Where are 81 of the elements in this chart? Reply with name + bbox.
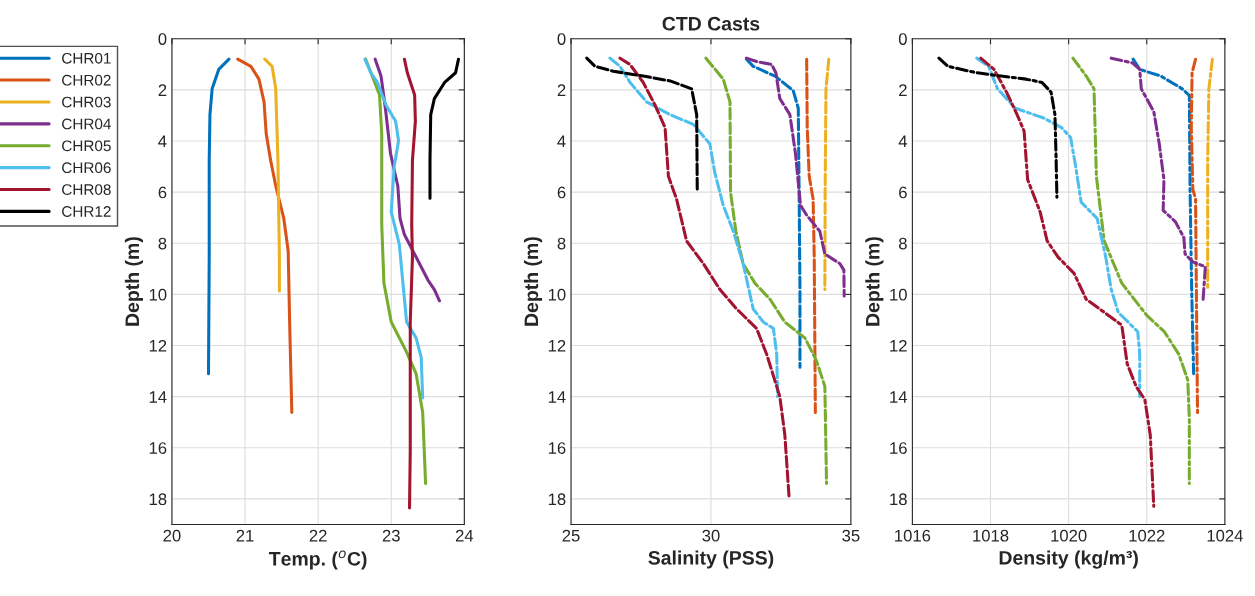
y-tick-label: 12	[149, 339, 167, 352]
y-tick-label: 14	[149, 391, 167, 403]
line-series	[428, 57, 461, 200]
x-tick-label: 35	[842, 529, 860, 542]
chart-title: CTD Casts	[662, 16, 760, 31]
y-tick-label: 0	[898, 33, 907, 45]
y-tick-label: 16	[149, 442, 167, 454]
line-series	[1189, 57, 1200, 415]
y-tick-label: 14	[548, 391, 566, 403]
line-series	[608, 56, 780, 398]
line-series	[585, 56, 699, 191]
legend-label: CHR12	[62, 206, 111, 217]
legend-label: CHR04	[62, 118, 111, 130]
y-tick-label: 4	[898, 135, 908, 148]
x-tick-label: 25	[562, 529, 580, 542]
y-tick-label: 18	[890, 493, 907, 506]
line-series	[363, 57, 425, 400]
x-tick-label: 30	[702, 529, 720, 542]
y-axis-title: Depth (m)	[865, 237, 884, 326]
y-tick-label: 2	[899, 84, 907, 96]
line-series	[1071, 56, 1191, 486]
x-tick-label: 24	[455, 529, 474, 542]
y-tick-label: 6	[158, 186, 167, 199]
line-series	[805, 57, 817, 415]
y-tick-label: 18	[149, 493, 167, 506]
x-tick-label: 1020	[1051, 529, 1087, 542]
line-series	[1109, 56, 1207, 303]
line-series	[263, 57, 281, 293]
y-tick-label: 8	[898, 237, 907, 250]
y-tick-label: 14	[890, 391, 908, 403]
y-tick-label: 10	[548, 288, 566, 301]
x-tick-label: 1016	[895, 529, 931, 542]
x-tick-label: 1018	[973, 529, 1009, 542]
legend-label: CHR02	[62, 74, 111, 86]
y-tick-label: 4	[158, 135, 167, 148]
x-axis-title: Density (kg/m³)	[999, 550, 1138, 569]
line-series	[704, 56, 829, 486]
y-axis-title: Depth (m)	[523, 237, 543, 326]
y-tick-label: 4	[557, 135, 566, 148]
y-tick-label: 2	[557, 84, 566, 96]
y-tick-label: 16	[548, 442, 566, 454]
y-tick-label: 0	[158, 33, 167, 45]
y-tick-label: 8	[557, 237, 566, 250]
line-series	[236, 57, 294, 415]
line-series	[744, 56, 846, 298]
line-series	[937, 56, 1059, 199]
x-tick-label: 22	[309, 529, 327, 542]
y-tick-label: 10	[890, 288, 907, 301]
y-tick-label: 10	[149, 288, 167, 301]
legend-label: CHR08	[62, 184, 111, 195]
legend-label: CHR05	[62, 140, 111, 152]
y-tick-label: 8	[158, 237, 167, 250]
x-tick-label: 21	[236, 529, 254, 542]
line-series	[1131, 57, 1196, 376]
x-tick-label: 1024	[1207, 529, 1243, 542]
line-series	[618, 56, 791, 499]
line-series	[206, 57, 231, 376]
y-tick-label: 18	[548, 493, 566, 506]
line-series	[744, 57, 802, 369]
y-tick-label: 16	[890, 442, 907, 454]
legend-label: CHR01	[62, 52, 111, 64]
y-tick-label: 2	[158, 84, 167, 96]
y-axis-title: Depth (m)	[124, 237, 143, 326]
line-series	[402, 57, 417, 510]
y-tick-label: 12	[548, 339, 566, 352]
line-series	[979, 56, 1156, 508]
y-tick-label: 0	[557, 33, 566, 45]
y-tick-label: 6	[557, 186, 566, 199]
legend-label: CHR03	[62, 96, 111, 108]
y-tick-label: 12	[890, 339, 907, 352]
x-tick-label: 23	[382, 529, 400, 542]
line-series	[823, 57, 831, 292]
x-tick-label: 1022	[1129, 529, 1165, 542]
line-series	[364, 57, 428, 486]
legend-label: CHR06	[62, 162, 111, 174]
x-axis-title: Salinity (PSS)	[648, 550, 774, 569]
line-series	[1206, 57, 1214, 292]
line-series	[975, 56, 1142, 398]
x-axis-title: Temp. ($^{o}$C)	[268, 550, 367, 570]
y-tick-label: 6	[899, 186, 907, 199]
x-tick-label: 20	[163, 529, 181, 542]
